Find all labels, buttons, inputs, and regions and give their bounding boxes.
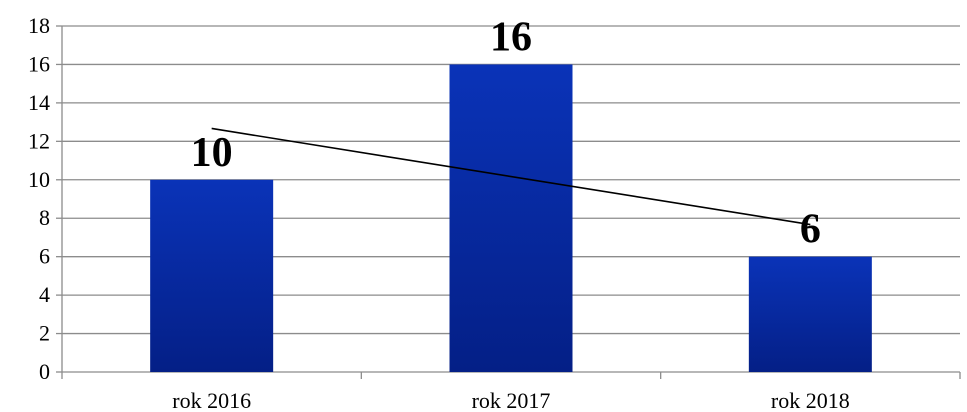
y-tick-label: 4 — [39, 282, 50, 307]
bar-rok-2016 — [150, 179, 274, 372]
trendline — [211, 127, 811, 226]
y-tick-label: 16 — [28, 51, 50, 76]
data-label: 6 — [800, 207, 821, 253]
bar-rok-2018 — [748, 256, 872, 372]
y-tick-label: 18 — [28, 13, 50, 38]
x-category-label: rok 2017 — [472, 388, 551, 412]
trendline-group — [211, 127, 811, 226]
x-category-label: rok 2018 — [771, 388, 850, 412]
data-label: 10 — [191, 130, 233, 176]
y-tick-label: 6 — [39, 244, 50, 269]
y-tick-label: 14 — [28, 90, 50, 115]
tick-labels: 0 2 4 6 8 10 12 14 16 18 rok 2016 rok 2017 rok 2018 — [28, 13, 850, 412]
x-category-label: rok 2016 — [172, 388, 251, 412]
data-label: 16 — [490, 14, 532, 60]
y-tick-label: 12 — [28, 128, 50, 153]
data-labels: 10 16 6 — [191, 14, 821, 252]
y-tick-label: 2 — [39, 321, 50, 346]
y-tick-label: 10 — [28, 167, 50, 192]
y-tick-label: 0 — [39, 359, 50, 384]
y-tick-label: 8 — [39, 205, 50, 230]
bar-rok-2017 — [449, 64, 573, 372]
bars — [150, 64, 872, 372]
